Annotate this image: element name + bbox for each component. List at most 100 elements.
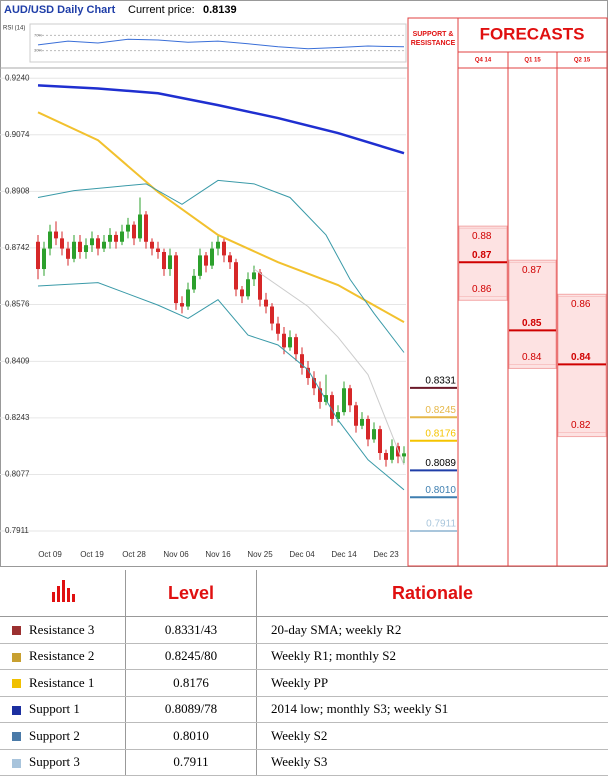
candle-body — [348, 388, 352, 405]
candle-body — [114, 235, 118, 242]
x-tick-label: Oct 28 — [122, 550, 146, 559]
sr-label: 0.7911 — [426, 519, 456, 530]
rationale-cell: Weekly S2 — [257, 723, 608, 750]
candle-body — [234, 262, 238, 289]
candle-body — [174, 255, 178, 303]
forecast-label: 0.85 — [522, 318, 542, 329]
candle-body — [108, 235, 112, 242]
period-label: Q4 14 — [475, 58, 492, 64]
candle-body — [372, 429, 376, 439]
sr-title: SUPPORT & RESISTANCE — [409, 30, 457, 48]
y-tick-label: 0.8409 — [5, 356, 30, 365]
color-swatch — [12, 706, 21, 715]
indicator-line — [38, 283, 404, 490]
sr-label: 0.8176 — [425, 428, 456, 439]
y-tick-label: 0.7911 — [5, 526, 29, 535]
name-cell: Resistance 1 — [0, 670, 126, 697]
x-tick-label: Oct 09 — [38, 550, 62, 559]
rsi-tick-label: 30% — [34, 48, 42, 53]
candle-body — [96, 238, 100, 248]
indicator-line — [38, 85, 404, 153]
candle-body — [258, 272, 262, 299]
candle-body — [138, 215, 142, 239]
chart-title: AUD/USD Daily Chart — [4, 4, 116, 16]
sr-label: 0.8010 — [425, 485, 456, 496]
rationale-cell: 20-day SMA; weekly R2 — [257, 617, 608, 644]
level-cell: 0.8331/43 — [126, 617, 257, 644]
level-cell: 0.8176 — [126, 670, 257, 697]
table-header: Rationale — [257, 570, 608, 617]
y-tick-label: 0.8576 — [5, 300, 30, 309]
candle-body — [354, 405, 358, 425]
candle-body — [198, 255, 202, 275]
rationale-cell: Weekly R1; monthly S2 — [257, 643, 608, 670]
forecast-label: 0.84 — [571, 352, 591, 363]
candle-body — [360, 419, 364, 426]
name-cell: Resistance 2 — [0, 643, 126, 670]
candle-body — [390, 446, 394, 460]
candle-body — [210, 249, 214, 266]
x-tick-label: Oct 19 — [80, 550, 104, 559]
table-icon-cell — [0, 570, 126, 617]
candle-body — [342, 388, 346, 412]
rsi-label: RSI (14) — [3, 26, 25, 32]
candle-body — [180, 303, 184, 306]
name-cell: Support 1 — [0, 696, 126, 723]
chart: AUD/USD Daily Chart Current price: 0.813… — [0, 0, 608, 568]
level-cell: 0.8010 — [126, 723, 257, 750]
candle-body — [222, 242, 226, 256]
sr-label: 0.8331 — [425, 376, 456, 387]
color-swatch — [12, 679, 21, 688]
level-cell: 0.8089/78 — [126, 696, 257, 723]
rsi-tick-label: 70% — [34, 32, 42, 37]
candle-body — [66, 249, 70, 259]
candle-body — [270, 307, 274, 324]
color-swatch — [12, 653, 21, 662]
candle-body — [186, 289, 190, 306]
candle-body — [162, 252, 166, 269]
candle-body — [378, 429, 382, 453]
forecast-label: 0.87 — [472, 250, 492, 261]
sr-label: 0.8089 — [425, 458, 456, 469]
candle-body — [48, 232, 52, 249]
forecast-label: 0.86 — [571, 299, 591, 310]
y-tick-label: 0.8908 — [5, 186, 30, 195]
candle-body — [228, 255, 232, 262]
level-cell: 0.7911 — [126, 749, 257, 776]
y-tick-label: 0.8243 — [5, 413, 30, 422]
color-swatch — [12, 626, 21, 635]
candle-body — [396, 446, 400, 456]
forecast-label: 0.88 — [472, 231, 492, 242]
candle-body — [246, 279, 250, 296]
candle-body — [252, 272, 256, 279]
name-cell: Support 3 — [0, 749, 126, 776]
level-name: Support 3 — [29, 754, 80, 769]
forecast-label: 0.87 — [522, 265, 542, 276]
candle-body — [84, 245, 88, 252]
candle-body — [36, 242, 40, 269]
level-name: Resistance 2 — [29, 648, 94, 663]
candle-body — [402, 453, 406, 456]
x-tick-label: Dec 23 — [373, 550, 399, 559]
price-label: Current price: — [128, 4, 195, 16]
candle-body — [366, 419, 370, 439]
rationale-cell: 2014 low; monthly S3; weekly S1 — [257, 696, 608, 723]
y-tick-label: 0.9240 — [5, 73, 30, 82]
sr-label: 0.8245 — [425, 405, 456, 416]
level-cell: 0.8245/80 — [126, 643, 257, 670]
x-tick-label: Nov 06 — [163, 550, 189, 559]
candle-body — [60, 238, 64, 248]
candle-body — [144, 215, 148, 242]
candle-body — [192, 276, 196, 290]
candle-body — [204, 255, 208, 265]
table-header: Level — [126, 570, 257, 617]
x-tick-label: Nov 25 — [247, 550, 273, 559]
x-tick-label: Dec 14 — [331, 550, 357, 559]
x-tick-label: Dec 04 — [289, 550, 315, 559]
